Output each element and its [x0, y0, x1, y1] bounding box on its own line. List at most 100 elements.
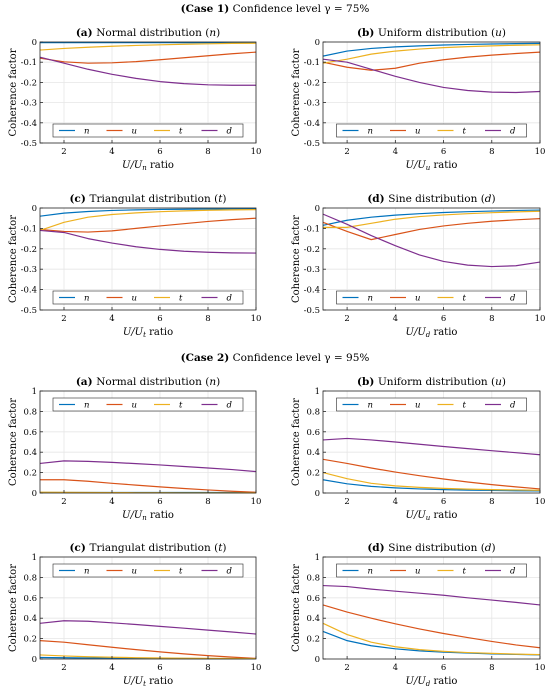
x-label-sub: t [143, 331, 146, 339]
panel-letter: (b) [357, 27, 378, 39]
x-axis-label: U/Ut ratio [123, 327, 173, 339]
legend-box [52, 290, 244, 305]
panel-title-close: ) [216, 27, 220, 39]
x-tick-label: 4 [393, 314, 398, 324]
x-tick-label: 4 [393, 497, 398, 507]
x-label-u: U/U [406, 510, 427, 521]
y-axis-label: Coherence factor [291, 215, 302, 303]
series-line-u [39, 640, 257, 659]
legend-label-d: d [227, 294, 233, 304]
x-axis-label: U/Un ratio [122, 160, 174, 172]
x-tick-label: 2 [61, 663, 66, 673]
x-label-ratio: ratio [147, 510, 174, 521]
panel-title: (b) Uniform distribution (u) [357, 27, 506, 39]
panel-title-text: Normal distribution ( [96, 376, 209, 388]
legend-label-n: n [84, 401, 89, 411]
legend-label-t: t [463, 294, 467, 304]
y-axis-label: Coherence factor [8, 215, 19, 303]
x-tick-label: 10 [535, 147, 546, 157]
x-tick-label: 2 [344, 663, 349, 673]
y-tick-label: 0.2 [306, 469, 320, 479]
legend-label-t: t [179, 127, 183, 137]
x-tick-label: 4 [109, 497, 114, 507]
series-line-t [39, 209, 257, 232]
y-tick-label: 0 [32, 204, 37, 214]
x-tick-label: 10 [251, 497, 262, 507]
x-label-ratio: ratio [146, 327, 173, 338]
panel-title: (a) Normal distribution (n) [76, 376, 220, 388]
series-line-t [322, 622, 541, 656]
x-tick-label: 6 [157, 147, 162, 157]
x-label-ratio: ratio [430, 160, 457, 171]
series-line-d [39, 620, 257, 635]
x-tick-label: 10 [535, 314, 546, 324]
legend-label-u: u [132, 127, 137, 137]
panel-title-text: Uniform distribution ( [378, 27, 495, 39]
y-axis-label: Coherence factor [291, 564, 302, 652]
legend-label-d: d [227, 567, 233, 577]
legend-label-d: d [227, 401, 233, 411]
panel-title-text: Sine distribution ( [388, 193, 485, 205]
y-tick-label: -0.2 [21, 245, 37, 255]
chart-case2-panel-c: (c) Triangulat distribution (t)00.20.40.… [8, 542, 261, 688]
x-axis-label: U/Uu ratio [406, 160, 458, 172]
panel-title-close: ) [492, 542, 496, 554]
panel-title: (a) Normal distribution (n) [76, 27, 220, 39]
series-line-n [322, 479, 541, 492]
series-line-t [322, 44, 541, 64]
y-tick-label: 0.6 [306, 594, 320, 604]
x-tick-label: 8 [205, 314, 210, 324]
legend-box [336, 290, 527, 305]
y-tick-label: -0.5 [304, 139, 320, 149]
legend-label-t: t [463, 567, 467, 577]
legend-label-d: d [510, 127, 516, 137]
chart-case1-panel-b: (b) Uniform distribution (u)0-0.1-0.2-0.… [291, 27, 545, 172]
axes-box [39, 207, 257, 311]
axes-box [322, 207, 541, 311]
panel-letter: (d) [367, 193, 388, 205]
y-tick-label: 0.8 [306, 573, 320, 583]
axes-box [322, 556, 541, 660]
x-tick-label: 6 [157, 497, 162, 507]
y-tick-label: 0.6 [306, 428, 320, 438]
panel-title-var: d [485, 542, 492, 554]
axes-box [39, 41, 257, 144]
x-label-u: U/U [406, 676, 427, 687]
y-tick-label: -0.2 [21, 78, 37, 88]
x-tick-label: 8 [489, 663, 494, 673]
y-tick-label: -0.5 [304, 306, 320, 316]
panel-letter: (b) [357, 376, 378, 388]
x-tick-label: 2 [344, 497, 349, 507]
panel-title-close: ) [492, 193, 496, 205]
x-tick-label: 6 [157, 663, 162, 673]
legend-label-u: u [132, 401, 137, 411]
series-line-t [323, 210, 541, 228]
y-tick-label: 0.2 [23, 469, 37, 479]
legend-label-d: d [227, 127, 233, 137]
y-tick-label: -0.2 [304, 245, 320, 255]
y-axis-label: Coherence factor [291, 398, 302, 486]
legend-label-n: n [84, 294, 89, 304]
x-tick-label: 8 [205, 663, 210, 673]
x-tick-label: 2 [61, 147, 66, 157]
panel-title-close: ) [222, 542, 226, 554]
panel-title-var: n [209, 376, 216, 388]
legend-label-t: t [179, 567, 183, 577]
chart-panels: (a) Normal distribution (n)0-0.1-0.2-0.3… [8, 27, 545, 688]
y-tick-label: 0.6 [23, 428, 37, 438]
y-tick-label: 0.8 [306, 407, 320, 417]
panel-letter: (c) [69, 193, 89, 205]
legend-box [336, 123, 527, 138]
y-tick-label: 1 [32, 553, 37, 563]
x-axis-label: U/Ud ratio [406, 327, 458, 339]
y-tick-label: -0.4 [21, 286, 37, 296]
legend-label-d: d [510, 294, 516, 304]
series-line-u [40, 479, 257, 493]
y-tick-label: 0.2 [306, 635, 320, 645]
legend-label-u: u [415, 567, 420, 577]
x-tick-label: 8 [489, 497, 494, 507]
chart-case2-panel-b: (b) Uniform distribution (u)00.20.40.60.… [291, 376, 545, 522]
series-line-d [322, 58, 541, 94]
series-line-n [39, 208, 257, 217]
x-tick-label: 4 [109, 147, 114, 157]
